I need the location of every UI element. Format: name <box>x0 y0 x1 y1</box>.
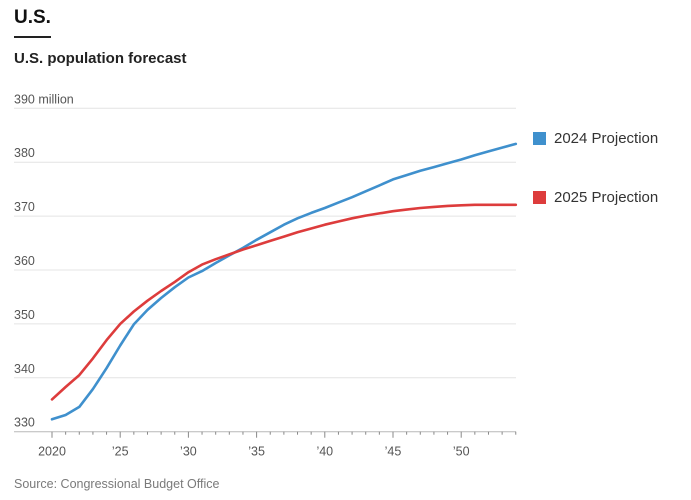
source-credit: Source: Congressional Budget Office <box>14 477 220 491</box>
2024-projection-line <box>50 142 518 421</box>
legend-label-2024: 2024 Projection <box>554 130 659 147</box>
legend-label-2025: 2025 Projection <box>554 189 659 206</box>
region-tab-us[interactable]: U.S. <box>14 7 51 38</box>
legend-swatch-2025-icon <box>533 191 546 204</box>
legend-item-2025-projection: 2025 Projection <box>533 189 658 206</box>
x-tick-label-2045: ’45 <box>385 445 402 459</box>
y-tick-label-370: 370 <box>14 200 35 214</box>
y-tick-label-350: 350 <box>14 308 35 322</box>
x-tick-label-2020: 2020 <box>38 445 66 459</box>
legend-item-2024-projection: 2024 Projection <box>533 130 658 147</box>
legend-swatch-2024-icon <box>533 132 546 145</box>
y-tick-label-340: 340 <box>14 362 35 376</box>
x-tick-label-2050: ’50 <box>453 445 470 459</box>
y-tick-label-390: 390 million <box>14 92 74 106</box>
chart-title: U.S. population forecast <box>14 50 187 67</box>
2025-projection-line <box>50 203 518 401</box>
x-tick-label-2030: ’30 <box>180 445 197 459</box>
y-tick-label-380: 380 <box>14 146 35 160</box>
x-tick-label-2035: ’35 <box>248 445 265 459</box>
y-tick-label-330: 330 <box>14 416 35 430</box>
y-tick-label-360: 360 <box>14 254 35 268</box>
x-tick-label-2025: ’25 <box>112 445 129 459</box>
x-tick-label-2040: ’40 <box>316 445 333 459</box>
